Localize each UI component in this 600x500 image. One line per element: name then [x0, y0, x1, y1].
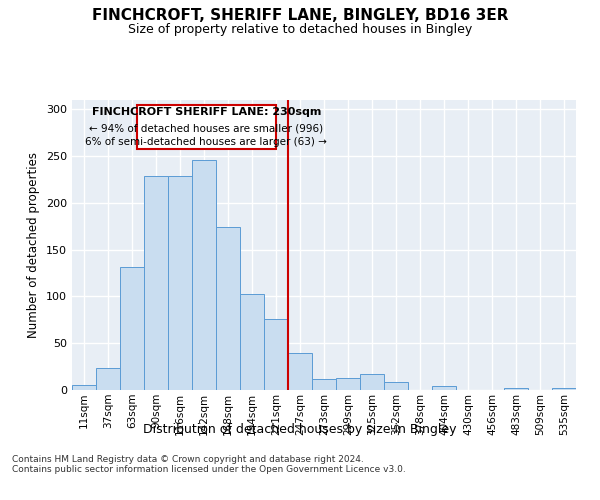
- Bar: [336, 378, 360, 390]
- Bar: [312, 379, 336, 390]
- Bar: [552, 388, 576, 390]
- Bar: [168, 176, 192, 390]
- Bar: [264, 319, 288, 390]
- Bar: [432, 386, 456, 390]
- Bar: [288, 352, 312, 390]
- Text: Size of property relative to detached houses in Bingley: Size of property relative to detached ho…: [128, 22, 472, 36]
- Bar: [384, 382, 408, 390]
- Bar: [240, 294, 264, 390]
- Text: ← 94% of detached houses are smaller (996): ← 94% of detached houses are smaller (99…: [89, 124, 323, 134]
- Text: FINCHCROFT SHERIFF LANE: 230sqm: FINCHCROFT SHERIFF LANE: 230sqm: [92, 106, 321, 117]
- Bar: [120, 268, 144, 390]
- Bar: [216, 227, 240, 390]
- Text: FINCHCROFT, SHERIFF LANE, BINGLEY, BD16 3ER: FINCHCROFT, SHERIFF LANE, BINGLEY, BD16 …: [92, 8, 508, 22]
- Bar: [192, 160, 216, 390]
- Bar: [504, 388, 528, 390]
- Text: Contains HM Land Registry data © Crown copyright and database right 2024.
Contai: Contains HM Land Registry data © Crown c…: [12, 455, 406, 474]
- Bar: [72, 386, 96, 390]
- Bar: [144, 176, 168, 390]
- Y-axis label: Number of detached properties: Number of detached properties: [28, 152, 40, 338]
- FancyBboxPatch shape: [137, 104, 276, 148]
- Text: 6% of semi-detached houses are larger (63) →: 6% of semi-detached houses are larger (6…: [85, 136, 328, 146]
- Bar: [360, 374, 384, 390]
- Bar: [96, 368, 120, 390]
- Text: Distribution of detached houses by size in Bingley: Distribution of detached houses by size …: [143, 422, 457, 436]
